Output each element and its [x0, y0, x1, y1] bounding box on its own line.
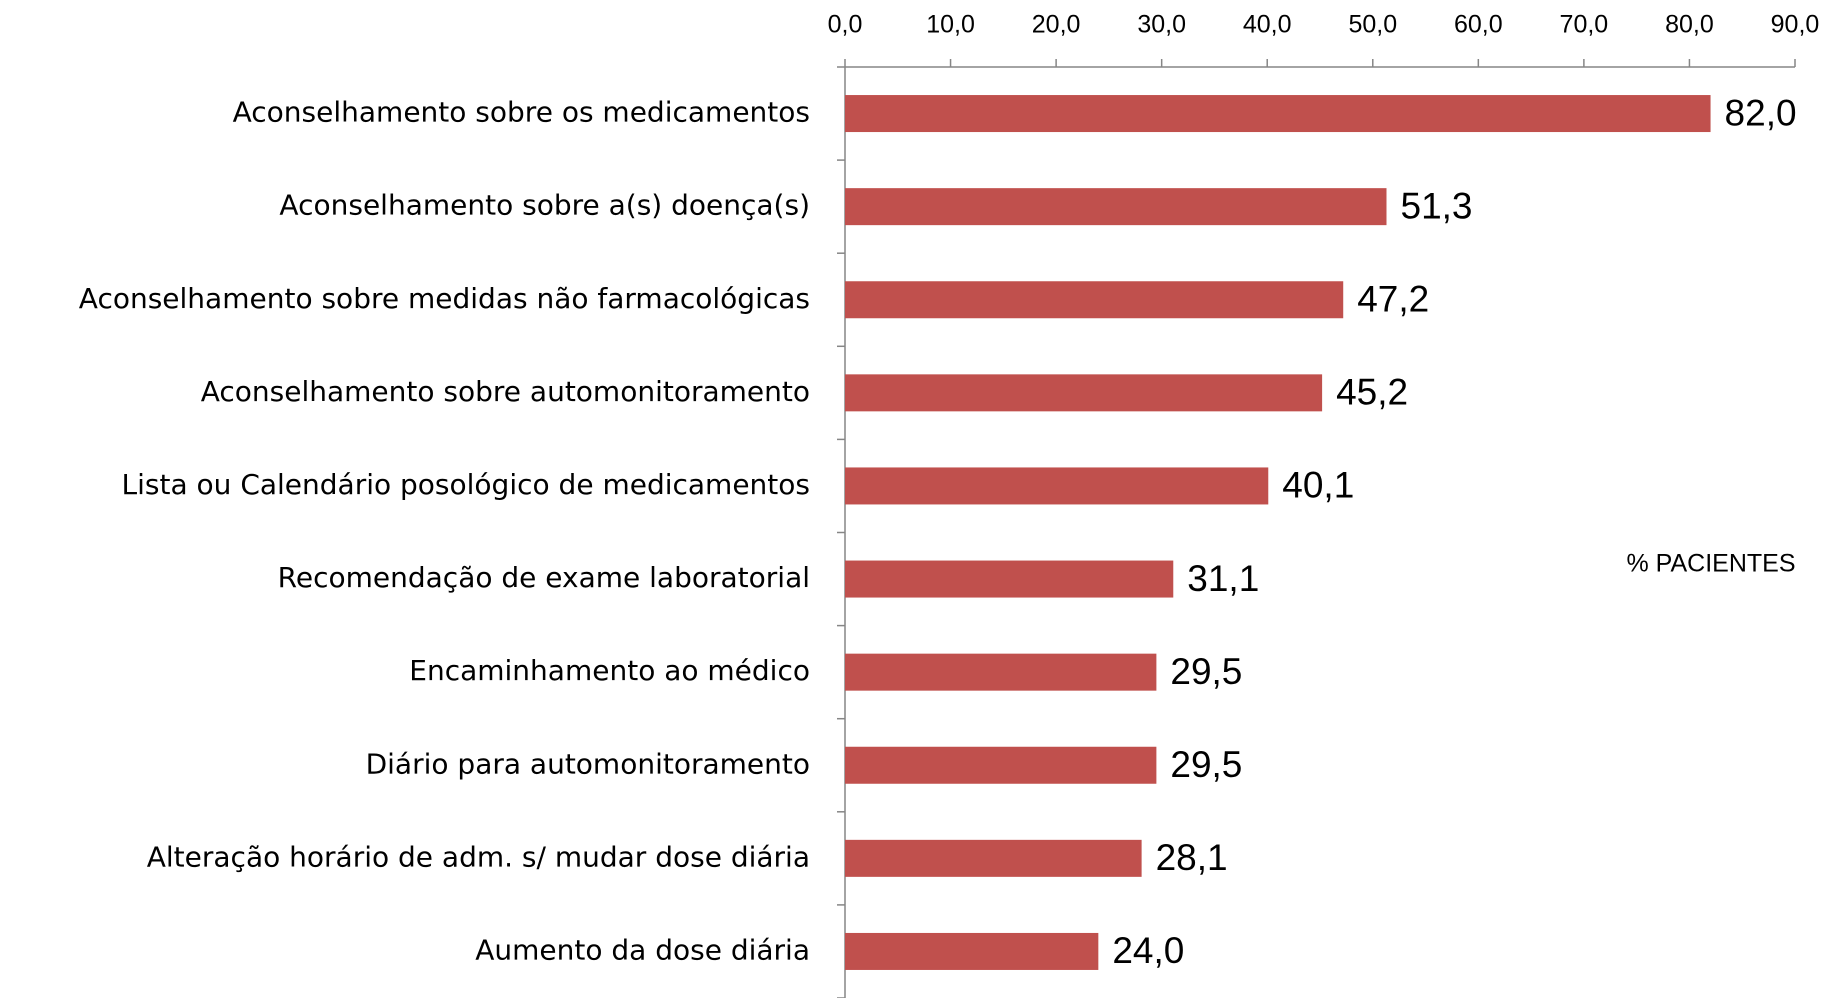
x-tick-label: 40,0: [1243, 11, 1292, 39]
value-label: 28,1: [1156, 837, 1228, 878]
bar: [845, 188, 1387, 226]
bar: [845, 560, 1174, 598]
bar: [845, 653, 1157, 691]
value-label: 24,0: [1112, 930, 1184, 971]
y-tick-label: Encaminhamento ao médico: [409, 654, 810, 687]
bar: [845, 467, 1269, 505]
x-tick-label: 80,0: [1665, 11, 1714, 39]
x-tick-label: 30,0: [1137, 11, 1186, 39]
value-label: 40,1: [1282, 465, 1354, 506]
x-tick-label: 90,0: [1771, 11, 1820, 39]
bar: [845, 374, 1323, 412]
value-label: 47,2: [1357, 279, 1429, 320]
bar: [845, 839, 1142, 877]
y-tick-label: Diário para automonitoramento: [366, 747, 810, 780]
value-label: 31,1: [1187, 558, 1259, 599]
y-tick-label: Aconselhamento sobre os medicamentos: [233, 96, 810, 129]
y-tick-label: Recomendação de exame laboratorial: [278, 561, 810, 594]
bar: [845, 746, 1157, 784]
value-label: 29,5: [1170, 651, 1242, 692]
x-tick-label: 10,0: [926, 11, 975, 39]
y-tick-label: Aconselhamento sobre automonitoramento: [201, 375, 810, 408]
x-tick-label: 20,0: [1032, 11, 1081, 39]
x-tick-label: 60,0: [1454, 11, 1503, 39]
bar: [845, 281, 1344, 319]
value-label: 51,3: [1401, 185, 1473, 226]
y-tick-label: Aconselhamento sobre medidas não farmaco…: [79, 282, 810, 315]
x-axis-label: % PACIENTES: [1626, 550, 1795, 578]
x-tick-label: 0,0: [828, 11, 863, 39]
value-label: 45,2: [1336, 372, 1408, 413]
y-tick-label: Lista ou Calendário posológico de medica…: [122, 468, 810, 501]
y-tick-label: Alteração horário de adm. s/ mudar dose …: [147, 840, 810, 873]
value-label: 29,5: [1170, 744, 1242, 785]
bar: [845, 932, 1099, 970]
y-tick-label: Aumento da dose diária: [475, 933, 810, 966]
value-label: 82,0: [1725, 92, 1797, 133]
x-tick-label: 70,0: [1560, 11, 1609, 39]
bar: [845, 95, 1711, 133]
y-tick-label: Aconselhamento sobre a(s) doença(s): [279, 189, 810, 222]
x-tick-label: 50,0: [1348, 11, 1397, 39]
